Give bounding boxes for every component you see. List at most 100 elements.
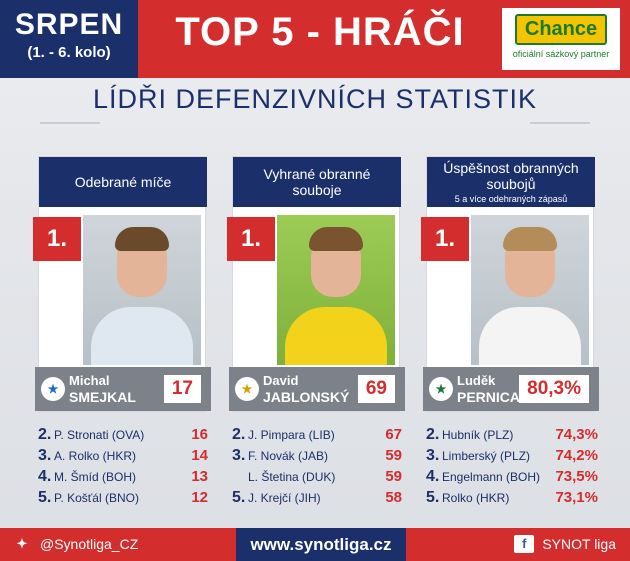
ranking-list-tackles: 2. P. Stronati (OVA) 16 3. A. Rolko (HKR) 14… [38,424,208,508]
page-title: TOP 5 - HRÁČI [175,10,465,54]
sponsor-subtitle: oficiální sázkový partner [512,49,610,59]
jersey-shape [285,307,387,365]
card-header: Odebrané míče [39,157,207,207]
facebook-icon: f [514,535,535,553]
divider [40,122,100,124]
list-item: 2. Hubník (PLZ) 74,3% [426,424,598,445]
player-first-name: Michal [69,373,110,388]
player-last-name: SMEJKAL [69,389,136,405]
stat-value: 17 [163,375,201,403]
rank-badge: 1. [227,217,275,261]
list-item: 5. Rolko (HKR) 73,1% [426,487,598,508]
list-value: 14 [191,447,208,464]
list-player: M. Šmíd (BOH) [54,469,137,484]
stat-value: 80,3% [519,375,589,403]
player-name-bar: ★ Luděk PERNICA 80,3% [423,367,599,411]
facebook-link[interactable]: f SYNOT liga [514,535,616,553]
player-photo [277,215,395,365]
hair-shape [503,227,557,251]
list-rank: 2. [426,425,440,443]
footer-bar: ✦ @Synotliga_CZ www.synotliga.cz f SYNOT… [0,528,630,561]
ranking-list-duels-won: 2. J. Pimpara (LIB) 67 3. F. Novák (JAB) 59 … [232,424,402,508]
player-last-name: JABLONSKÝ [263,389,350,405]
list-item: 2. J. Pimpara (LIB) 67 [232,424,402,445]
list-player: P. Košťál (BNO) [54,490,139,505]
list-value: 73,1% [555,489,598,506]
stat-card-tackles: Odebrané míče 1. ★ Michal SMEJKAL 17 [33,156,211,412]
list-value: 12 [191,489,208,506]
ranking-list-duel-success: 2. Hubník (PLZ) 74,3% 3. Limberský (PLZ) 74,… [426,424,598,508]
list-player: P. Stronati (OVA) [54,427,145,442]
card-note: 5 a více odehraných zápasů [454,194,568,204]
list-rank: 2. [232,425,246,443]
jersey-shape [91,307,193,365]
list-rank: 3. [426,446,440,464]
header-bar: SRPEN (1. - 6. kolo) TOP 5 - HRÁČI Chanc… [0,0,630,78]
player-photo [83,215,201,365]
twitter-icon: ✦ [16,536,28,551]
stat-card-duel-success: Úspěšnost obranných soubojů 5 a více ode… [421,156,599,412]
list-item: 3. F. Novák (JAB) 59 [232,445,402,466]
player-name-bar: ★ Michal SMEJKAL 17 [35,367,211,411]
sponsor-logo: Chance [514,14,608,45]
sponsor-box[interactable]: Chance oficiální sázkový partner [502,8,620,70]
facebook-page-name: SYNOT liga [542,536,616,552]
card-heading: Vyhrané obranné souboje [263,166,371,198]
list-rank: 5. [232,488,246,506]
club-crest-icon: ★ [429,377,453,401]
list-rank: 5. [38,488,52,506]
club-crest-icon: ★ [235,377,259,401]
player-first-name: Luděk [457,373,496,388]
list-item: L. Štetina (DUK) 59 [232,466,402,487]
section-subtitle: LÍDŘI DEFENZIVNÍCH STATISTIK [92,84,538,114]
club-crest-icon: ★ [41,377,65,401]
rounds-label: (1. - 6. kolo) [27,44,111,61]
list-player: J. Pimpara (LIB) [248,427,335,442]
hair-shape [309,227,363,251]
list-item: 4. Engelmann (BOH) 73,5% [426,466,598,487]
player-name-bar: ★ David JABLONSKÝ 69 [229,367,405,411]
list-rank: 5. [426,488,440,506]
website-link[interactable]: www.synotliga.cz [236,528,406,561]
rank-badge: 1. [33,217,81,261]
list-item: 4. M. Šmíd (BOH) 13 [38,466,208,487]
list-player: J. Krejčí (JIH) [248,490,321,505]
card-heading: Odebrané míče [74,174,172,190]
list-item: 3. Limberský (PLZ) 74,2% [426,445,598,466]
list-item: 3. A. Rolko (HKR) 14 [38,445,208,466]
list-player: F. Novák (JAB) [248,448,329,463]
list-value: 74,3% [555,426,598,443]
stat-value: 69 [357,375,395,403]
list-value: 73,5% [555,468,598,485]
list-player: L. Štetina (DUK) [248,469,336,484]
rank-badge: 1. [421,217,469,261]
list-player: Limberský (PLZ) [442,448,531,463]
list-rank: 3. [232,446,246,464]
player-last-name: PERNICA [457,389,521,405]
card-header: Vyhrané obranné souboje [233,157,401,207]
list-item: 5. J. Krejčí (JIH) 58 [232,487,402,508]
hair-shape [115,227,169,251]
list-value: 58 [385,489,402,506]
twitter-handle: @Synotliga_CZ [40,536,139,552]
month-label: SRPEN [14,8,124,41]
list-player: A. Rolko (HKR) [54,448,137,463]
list-rank: 2. [38,425,52,443]
list-value: 74,2% [555,447,598,464]
player-photo [471,215,589,365]
list-rank: 4. [426,467,440,485]
card-header: Úspěšnost obranných soubojů 5 a více ode… [427,157,595,207]
list-rank: 3. [38,446,52,464]
player-first-name: David [263,373,299,388]
list-value: 67 [385,426,402,443]
list-value: 16 [191,426,208,443]
twitter-link[interactable]: ✦ @Synotliga_CZ [12,535,139,553]
divider [530,122,590,124]
list-item: 5. P. Košťál (BNO) 12 [38,487,208,508]
stat-card-duels-won: Vyhrané obranné souboje 1. ★ David JABLO… [227,156,405,412]
list-value: 13 [191,468,208,485]
list-value: 59 [385,447,402,464]
jersey-shape [479,307,581,365]
card-heading: Úspěšnost obranných soubojů [443,160,579,192]
list-player: Hubník (PLZ) [442,427,514,442]
